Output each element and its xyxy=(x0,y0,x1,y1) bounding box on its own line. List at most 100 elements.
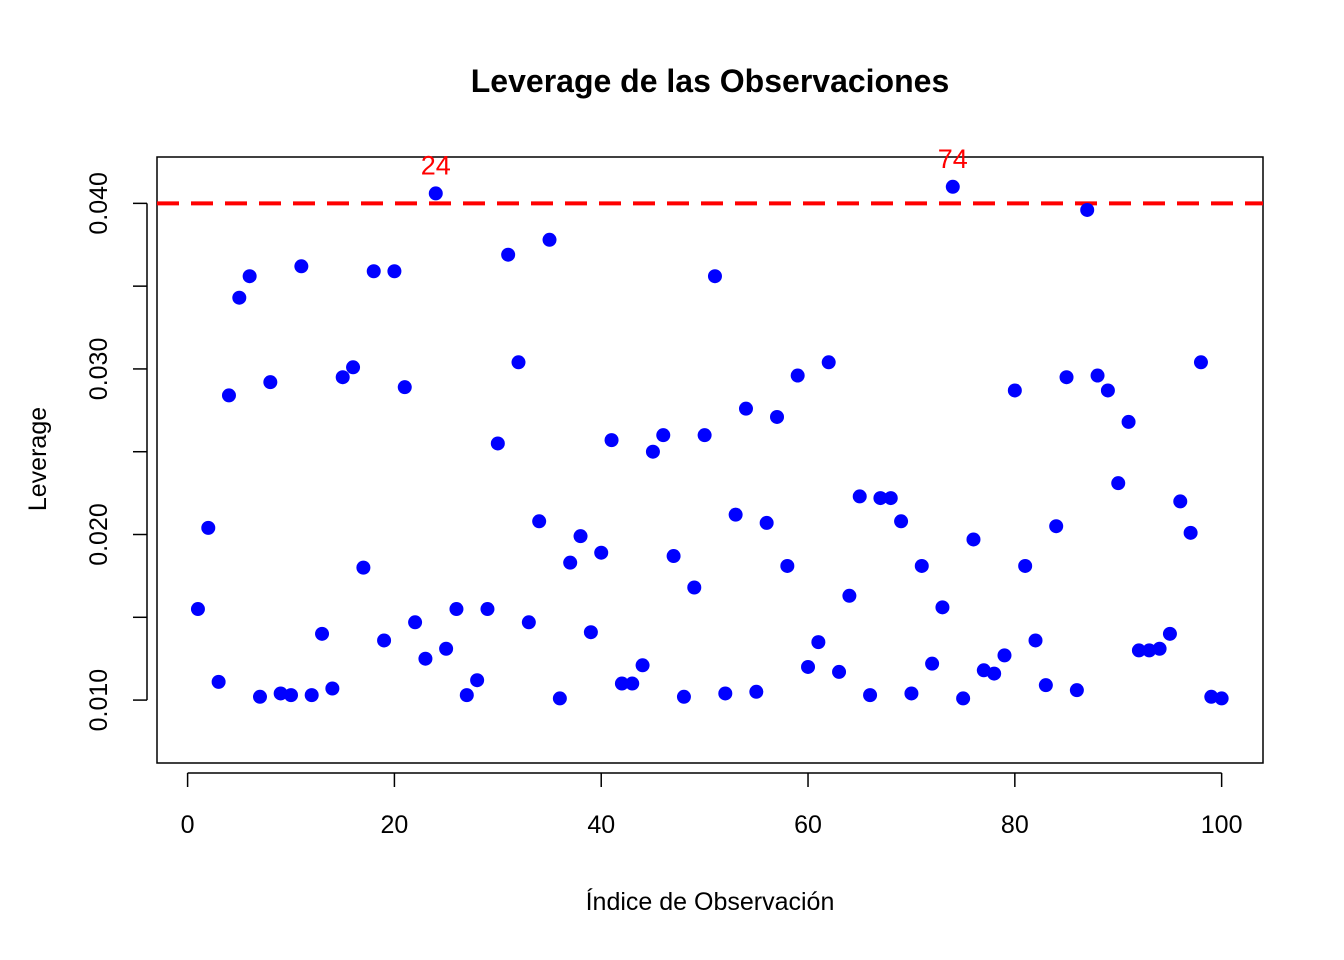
data-points xyxy=(190,179,1229,706)
data-point xyxy=(449,602,464,617)
data-point xyxy=(842,588,857,603)
x-axis: 0 20 40 60 80 100 xyxy=(181,772,1243,839)
x-tick-label: 20 xyxy=(381,811,409,839)
data-point xyxy=(707,269,722,284)
data-point xyxy=(273,686,288,701)
data-point xyxy=(1111,476,1126,491)
x-tick-label: 0 xyxy=(181,811,195,839)
data-point xyxy=(439,641,454,656)
data-point xyxy=(211,674,226,689)
data-point xyxy=(863,688,878,703)
data-point xyxy=(645,444,660,459)
data-point xyxy=(252,689,267,704)
data-point xyxy=(1090,368,1105,383)
data-point xyxy=(1162,626,1177,641)
data-point xyxy=(470,673,485,688)
data-point xyxy=(408,615,423,630)
data-point xyxy=(676,689,691,704)
data-point xyxy=(232,290,247,305)
data-point xyxy=(956,691,971,706)
data-point xyxy=(904,686,919,701)
data-point xyxy=(387,264,402,279)
data-point xyxy=(945,179,960,194)
data-point xyxy=(635,658,650,673)
data-point xyxy=(284,688,299,703)
data-point xyxy=(583,625,598,640)
data-point xyxy=(1069,683,1084,698)
data-point xyxy=(397,380,412,395)
data-point xyxy=(614,676,629,691)
x-tick-label: 100 xyxy=(1201,811,1243,839)
data-point xyxy=(594,545,609,560)
data-point xyxy=(377,633,392,648)
point-annotation: 74 xyxy=(938,144,968,174)
y-axis-label: Leverage xyxy=(24,407,52,511)
data-point xyxy=(263,375,278,390)
y-tick-label: 0.010 xyxy=(85,669,113,732)
data-point xyxy=(666,549,681,564)
data-point xyxy=(356,560,371,575)
data-point xyxy=(335,370,350,385)
data-point xyxy=(190,602,205,617)
data-point xyxy=(1080,202,1095,217)
data-point xyxy=(894,514,909,529)
data-point xyxy=(738,401,753,416)
data-point xyxy=(790,368,805,383)
data-point xyxy=(1142,643,1157,658)
data-point xyxy=(966,532,981,547)
data-point xyxy=(925,656,940,671)
data-point xyxy=(325,681,340,696)
data-point xyxy=(511,355,526,370)
y-axis: 0.010 0.020 0.030 0.040 xyxy=(85,172,148,732)
data-point xyxy=(294,259,309,274)
data-point xyxy=(532,514,547,529)
data-point xyxy=(1131,643,1146,658)
data-point xyxy=(346,360,361,375)
data-point xyxy=(997,648,1012,663)
data-point xyxy=(987,666,1002,681)
data-point xyxy=(1214,691,1229,706)
data-point xyxy=(832,664,847,679)
data-point xyxy=(221,388,236,403)
data-point xyxy=(201,520,216,535)
data-point xyxy=(428,186,443,201)
data-point xyxy=(1059,370,1074,385)
data-point xyxy=(604,433,619,448)
data-point xyxy=(542,232,557,247)
data-point xyxy=(1183,525,1198,540)
data-point xyxy=(1173,494,1188,509)
x-tick-label: 80 xyxy=(1001,811,1029,839)
data-point xyxy=(749,684,764,699)
data-point xyxy=(687,580,702,595)
data-point xyxy=(573,529,588,544)
data-point xyxy=(873,491,888,506)
data-point xyxy=(852,489,867,504)
data-point xyxy=(883,491,898,506)
data-point xyxy=(1049,519,1064,534)
data-point xyxy=(242,269,257,284)
data-point xyxy=(1038,678,1053,693)
data-point xyxy=(935,600,950,615)
plot-frame xyxy=(156,156,1264,764)
data-point xyxy=(914,558,929,573)
data-point xyxy=(759,515,774,530)
x-tick-label: 40 xyxy=(587,811,615,839)
y-tick-label: 0.030 xyxy=(85,338,113,401)
data-point xyxy=(521,615,536,630)
x-axis-label: Índice de Observación xyxy=(586,887,835,916)
data-point xyxy=(315,626,330,641)
data-point xyxy=(304,688,319,703)
y-tick-label: 0.040 xyxy=(85,172,113,235)
data-point xyxy=(1204,689,1219,704)
data-point xyxy=(718,686,733,701)
data-point xyxy=(728,507,743,522)
data-point xyxy=(811,635,826,650)
data-point xyxy=(1100,383,1115,398)
data-point xyxy=(656,428,671,443)
data-point xyxy=(770,409,785,424)
data-point xyxy=(697,428,712,443)
chart-title: Leverage de las Observaciones xyxy=(471,63,949,99)
data-point xyxy=(1152,641,1167,656)
x-tick-label: 60 xyxy=(794,811,822,839)
